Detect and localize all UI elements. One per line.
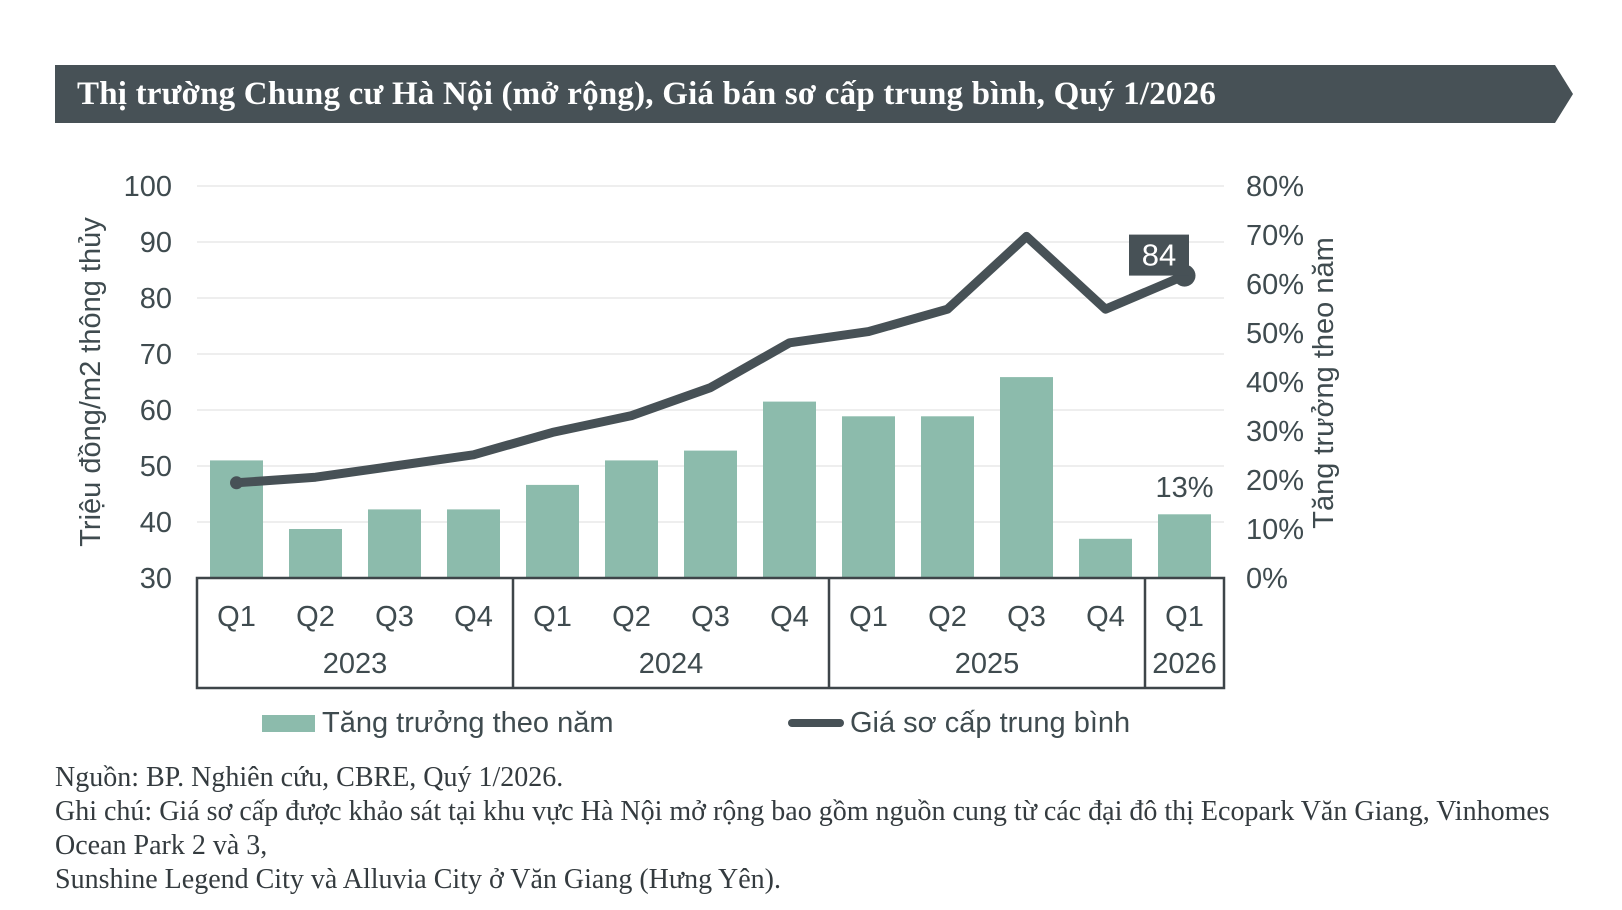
quarter-label-10: Q3 [1007, 601, 1046, 633]
axis-band [195, 576, 1226, 690]
page-title: Thị trường Chung cư Hà Nội (mở rộng), Gi… [77, 75, 1217, 112]
right-axis-tick: 0% [1246, 563, 1288, 595]
quarter-label-2: Q3 [375, 601, 414, 633]
bar-Q4-7 [763, 401, 816, 578]
quarter-label-12: Q1 [1165, 601, 1204, 633]
bar-Q4-3 [447, 509, 500, 578]
year-label-2024: 2024 [639, 648, 704, 680]
line-end-label-box [1129, 234, 1189, 276]
left-axis-tick: 100 [124, 171, 172, 203]
legend-label-growth: Tăng trưởng theo năm [322, 706, 614, 739]
right-axis-title: Tăng trưởng theo năm [1308, 237, 1340, 529]
right-axis-tick: 80% [1246, 171, 1304, 203]
quarter-label-11: Q4 [1086, 601, 1125, 633]
year-label-2025: 2025 [955, 648, 1020, 680]
line-start-marker [230, 476, 243, 490]
bar-Q4-11 [1079, 538, 1132, 578]
bar-Q1-12 [1158, 514, 1211, 578]
legend-label-price: Giá sơ cấp trung bình [850, 706, 1131, 739]
right-axis-tick: 30% [1246, 416, 1304, 448]
quarter-label-5: Q2 [612, 601, 651, 633]
left-axis-tick: 40 [140, 507, 172, 539]
bar-Q2-5 [605, 460, 658, 578]
bar-Q3-10 [1000, 377, 1053, 578]
year-label-2026: 2026 [1152, 648, 1217, 680]
bar-Q1-4 [526, 484, 579, 578]
quarter-label-0: Q1 [217, 601, 256, 633]
quarter-label-9: Q2 [928, 601, 967, 633]
left-axis-tick: 70 [140, 339, 172, 371]
right-axis-tick: 40% [1246, 367, 1304, 399]
right-axis-tick: 20% [1246, 465, 1304, 497]
bar-Q3-6 [684, 450, 737, 578]
right-axis-tick: 60% [1246, 269, 1304, 301]
last-bar-label: 13% [1155, 472, 1213, 504]
price-line [232, 231, 1189, 488]
quarter-label-8: Q1 [849, 601, 888, 633]
year-label-2023: 2023 [323, 648, 388, 680]
quarter-label-1: Q2 [296, 601, 335, 633]
footnotes: Nguồn: BP. Nghiên cứu, CBRE, Quý 1/2026.… [55, 761, 1615, 897]
left-axis-tick: 90 [140, 227, 172, 259]
quarter-label-6: Q3 [691, 601, 730, 633]
left-axis-tick: 30 [140, 563, 172, 595]
quarter-label-7: Q4 [770, 601, 809, 633]
left-axis-tick: 80 [140, 283, 172, 315]
bar-legend-swatch [262, 714, 315, 732]
right-axis-tick: 10% [1246, 514, 1304, 546]
bar-Q2-1 [289, 529, 342, 578]
quarter-label-3: Q4 [454, 601, 493, 633]
right-axis-tick: 70% [1246, 220, 1304, 252]
bar-Q2-9 [921, 416, 974, 578]
left-axis-tick: 60 [140, 395, 172, 427]
bar-Q1-8 [842, 416, 895, 578]
left-axis-title: Triệu đồng/m2 thông thủy [75, 217, 107, 547]
right-axis-tick: 50% [1246, 318, 1304, 350]
legend-item-price: Giá sơ cấp trung bình [788, 705, 1130, 741]
line-legend-swatch [788, 719, 844, 727]
title-banner: Thị trường Chung cư Hà Nội (mở rộng), Gi… [55, 65, 1573, 123]
left-axis-tick: 50 [140, 451, 172, 483]
quarter-label-4: Q1 [533, 601, 572, 633]
methodology-note-line2: Sunshine Legend City và Alluvia City ở V… [55, 864, 782, 895]
methodology-note-line1: Ghi chú: Giá sơ cấp được khảo sát tại kh… [55, 796, 1550, 861]
bar-Q3-2 [368, 509, 421, 578]
line-end-label: 84 [1142, 238, 1176, 273]
source-note: Nguồn: BP. Nghiên cứu, CBRE, Quý 1/2026. [55, 762, 564, 793]
legend-item-growth: Tăng trưởng theo năm [262, 705, 614, 741]
